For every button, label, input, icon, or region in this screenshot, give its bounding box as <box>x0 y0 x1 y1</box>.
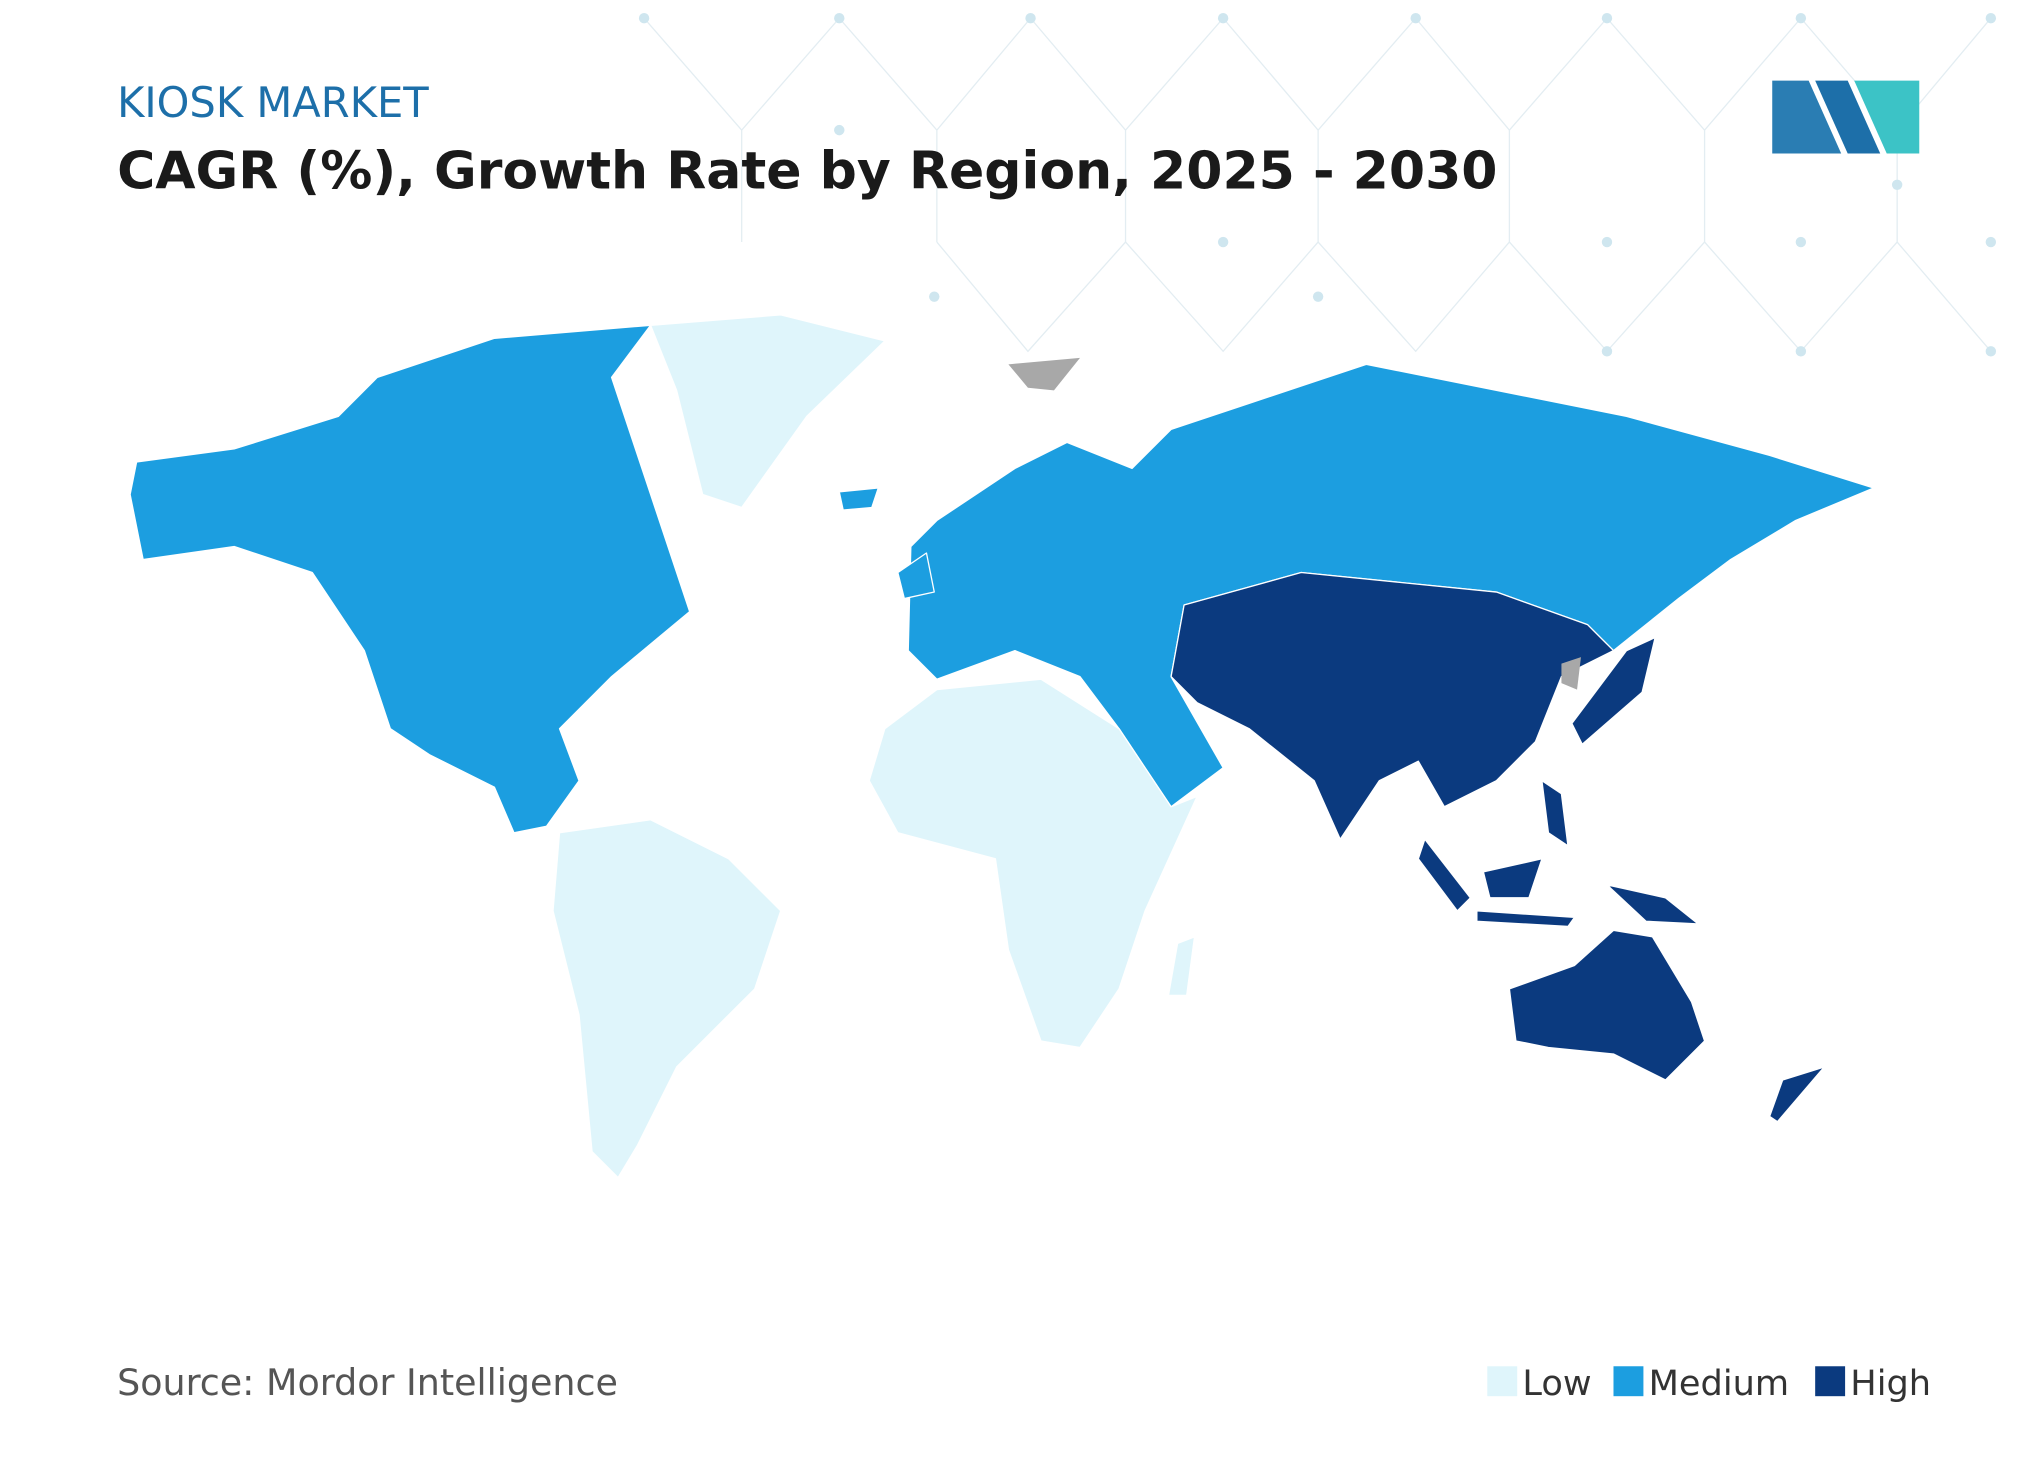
map <box>129 314 1875 1179</box>
region <box>1768 1066 1825 1123</box>
legend-swatch <box>1613 1366 1644 1397</box>
region <box>1476 910 1576 928</box>
background-dots <box>638 13 1997 357</box>
region <box>868 678 1198 1049</box>
logo <box>1772 80 1920 154</box>
legend-label: Medium <box>1649 1363 1789 1404</box>
region <box>1571 636 1656 745</box>
region <box>1417 838 1472 912</box>
region <box>1508 929 1706 1081</box>
legend-swatch <box>1487 1366 1518 1397</box>
region <box>1167 936 1196 997</box>
region <box>129 324 691 834</box>
region <box>1541 780 1569 847</box>
region <box>552 819 782 1179</box>
region <box>649 314 886 509</box>
canvas: KIOSK MARKET CAGR (%), Growth Rate by Re… <box>117 13 1997 1404</box>
region <box>1606 884 1699 925</box>
source: Source: Mordor Intelligence <box>117 1361 618 1404</box>
legend-label: Low <box>1522 1363 1591 1404</box>
legend-swatch <box>1815 1366 1846 1397</box>
legend: Low Medium High <box>1487 1363 1931 1404</box>
legend-label: High <box>1850 1363 1931 1404</box>
background-pattern <box>643 17 1992 353</box>
no-data-region <box>1561 657 1581 690</box>
region <box>838 487 879 511</box>
region <box>907 363 1875 808</box>
title: CAGR (%), Growth Rate by Region, 2025 - … <box>117 142 1497 202</box>
region <box>897 552 935 600</box>
region <box>1482 858 1543 899</box>
no-data-region <box>1008 357 1080 391</box>
eyebrow: KIOSK MARKET <box>117 78 429 127</box>
region <box>1170 571 1615 840</box>
